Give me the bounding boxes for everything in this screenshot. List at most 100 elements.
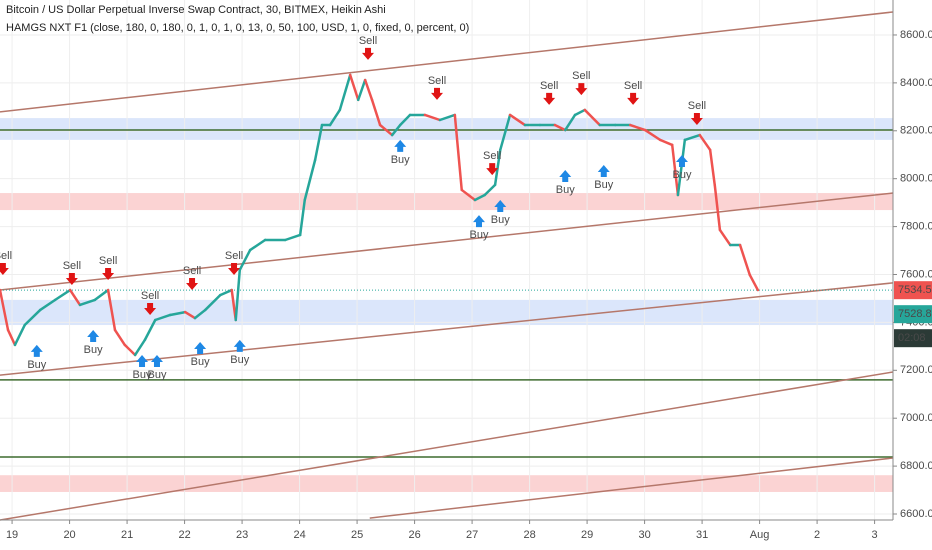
price-segment (348, 73, 360, 102)
last-price-label: 7534.5 (898, 284, 932, 296)
x-tick-label: 23 (236, 529, 248, 541)
signal-label: Sell (428, 75, 446, 87)
signal-label: Buy (556, 184, 575, 196)
signal-label: Sell (688, 100, 706, 112)
x-tick-label: 30 (638, 529, 650, 541)
y-tick-label: 7000.0 (900, 412, 932, 424)
signal-label: Sell (624, 80, 642, 92)
signal-label: Buy (230, 354, 249, 366)
trendline (0, 11, 894, 113)
signal-arrow (559, 170, 572, 183)
signal-label: Buy (672, 169, 691, 181)
price-segment (338, 73, 352, 112)
price-segment (483, 183, 497, 197)
signal-arrow (690, 113, 703, 126)
indicator-title: HAMGS NXT F1 (close, 180, 0, 180, 0, 1, … (6, 22, 469, 34)
price-segment (183, 310, 197, 320)
price-segment (493, 148, 502, 187)
price-segment (283, 233, 302, 242)
signal-arrow (30, 344, 43, 357)
countdown-label-box (894, 329, 932, 348)
price-segment (423, 113, 442, 122)
price-segment (313, 123, 324, 162)
price-segment (508, 113, 527, 127)
price-segment (363, 78, 374, 102)
signal-label: Buy (491, 214, 510, 226)
y-tick-label: 8200.0 (900, 125, 932, 137)
y-tick-label: 8600.0 (900, 29, 932, 41)
x-tick-label: 29 (581, 529, 593, 541)
signal-arrow (486, 163, 499, 176)
zone (0, 475, 893, 492)
signal-label: Buy (27, 359, 46, 371)
price-segment (218, 288, 233, 297)
price-segment (738, 243, 752, 277)
signal-arrow (472, 215, 485, 228)
signal-arrow (362, 47, 375, 60)
signal-arrow (144, 302, 157, 315)
y-tick-label: 8000.0 (900, 173, 932, 185)
price-segment (106, 288, 117, 332)
price-segment (78, 298, 97, 307)
y-tick-label: 6800.0 (900, 460, 932, 472)
signal-arrow (494, 200, 507, 212)
price-segment (39, 298, 57, 312)
signal-label: Sell (141, 290, 159, 302)
x-tick-label: 26 (408, 529, 420, 541)
plot-area (0, 0, 894, 521)
trendline (0, 282, 894, 376)
signal-arrow (627, 92, 640, 105)
price-segment (53, 288, 72, 302)
chart-title: Bitcoin / US Dollar Perpetual Inverse Sw… (6, 4, 386, 16)
signal-arrow (65, 273, 78, 286)
signal-label: Buy (391, 154, 410, 166)
x-tick-label: 25 (351, 529, 363, 541)
zone (0, 118, 893, 140)
price-segment (398, 113, 412, 127)
trendline (0, 192, 894, 291)
signal-arrow (136, 354, 149, 367)
y-tick-label: 7800.0 (900, 220, 932, 232)
price-segment (718, 228, 732, 247)
price-segment (93, 288, 110, 302)
signal-label: Buy (191, 356, 210, 368)
signal-label: Sell (359, 35, 377, 47)
price-segment (473, 193, 486, 202)
y-tick-label: 7600.0 (900, 268, 932, 280)
price-segment (676, 138, 687, 197)
signal-arrow (394, 139, 407, 152)
signal-label: Sell (540, 80, 558, 92)
price-segment (204, 293, 222, 312)
price-segment (499, 113, 512, 152)
price-segment (573, 108, 587, 117)
zone (0, 193, 893, 211)
price-segment (698, 133, 712, 152)
x-tick-label: Aug (750, 529, 770, 541)
price-segment (298, 198, 307, 237)
x-tick-label: 20 (63, 529, 75, 541)
price-segment (658, 138, 674, 147)
price-segment (356, 78, 367, 102)
signal-label: Sell (183, 265, 201, 277)
price-segment (748, 273, 760, 292)
last-price-label-box (894, 281, 932, 300)
price-segment (68, 288, 82, 307)
signal-arrow (228, 262, 241, 275)
countdown-label: 02:08 (898, 332, 926, 344)
price-segment (238, 248, 252, 272)
signal-arrow (186, 278, 199, 291)
signal-arrow (575, 83, 588, 96)
signal-label: Buy (594, 179, 613, 191)
y-tick-label: 7200.0 (900, 364, 932, 376)
price-segment (378, 123, 394, 137)
x-tick-label: 24 (293, 529, 305, 541)
price-segment (708, 148, 716, 187)
signal-label: Sell (572, 70, 590, 82)
signal-label: Sell (63, 260, 81, 272)
x-tick-label: 21 (121, 529, 133, 541)
price-segment (133, 338, 147, 357)
price-segment (438, 113, 457, 122)
price-segment (23, 308, 42, 327)
indicator-price-label: 7528.8 (898, 308, 932, 320)
